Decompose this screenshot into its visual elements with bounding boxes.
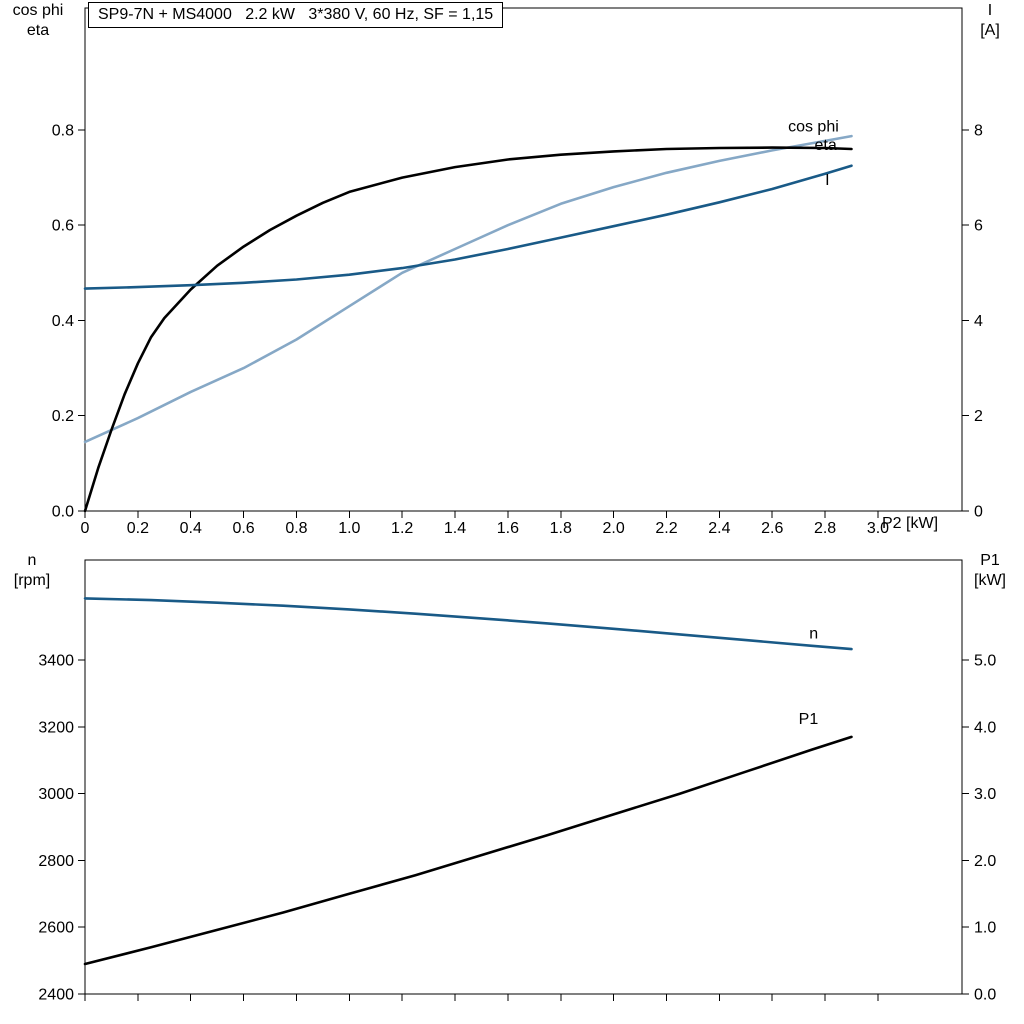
- x-tick-label: 0.4: [180, 520, 202, 537]
- right-tick-label: 0.0: [974, 987, 996, 1004]
- n-curve: [83, 597, 853, 651]
- bottom-right-axis-label-p1: P1: [980, 552, 1000, 569]
- x-tick-label: 3.0: [867, 520, 889, 537]
- right-tick-label: 1.0: [974, 920, 996, 937]
- left-tick-label: 2800: [38, 853, 74, 870]
- x-tick-label: 1.4: [444, 520, 466, 537]
- left-tick-label: 2600: [38, 920, 74, 937]
- x-tick-label: 2.0: [603, 520, 625, 537]
- x-tick-label: 0: [81, 520, 90, 537]
- right-tick-label: 4.0: [974, 719, 996, 736]
- left-tick-label: 2400: [38, 987, 74, 1004]
- right-tick-label: 0: [974, 504, 983, 521]
- top-right-axis-label-amps: [A]: [980, 22, 1000, 39]
- left-tick-label: 0.2: [52, 408, 74, 425]
- bottom-right-axis-label-kw: [kW]: [974, 572, 1006, 589]
- x-tick-label: 2.8: [814, 520, 836, 537]
- left-tick-label: 3400: [38, 653, 74, 670]
- top-left-axis-label-eta: eta: [26, 22, 50, 39]
- right-tick-label: 8: [974, 122, 983, 139]
- bottom-left-axis-label-rpm: [rpm]: [13, 572, 51, 589]
- x-tick-label: 0.6: [232, 520, 254, 537]
- bottom-left-axis-label-n: n: [27, 552, 37, 569]
- x-tick-label: 1.6: [497, 520, 519, 537]
- eta-curve-label: eta: [815, 137, 837, 154]
- left-tick-label: 0.0: [52, 504, 74, 521]
- i-curve: [83, 164, 853, 290]
- x-tick-label: 2.4: [708, 520, 730, 537]
- right-tick-label: 2: [974, 408, 983, 425]
- top-left-axis-label-cos-phi: cos phi: [12, 2, 64, 19]
- right-tick-label: 2.0: [974, 853, 996, 870]
- i-curve-label: I: [825, 172, 829, 189]
- p1-curve: [83, 735, 853, 966]
- x-axis-label-p2-kw: P2 [kW]: [882, 515, 939, 532]
- cos-phi-curve-label: cos phi: [788, 119, 839, 136]
- x-tick-label: 1.2: [391, 520, 413, 537]
- n-curve-label: n: [809, 625, 818, 642]
- title-box: SP9-7N + MS4000 2.2 kW 3*380 V, 60 Hz, S…: [88, 2, 504, 28]
- right-tick-label: 3.0: [974, 786, 996, 803]
- x-tick-label: 1.8: [550, 520, 572, 537]
- left-tick-label: 0.8: [52, 122, 74, 139]
- x-tick-label: 1.0: [338, 520, 360, 537]
- plot-border-bottom: [84, 559, 963, 995]
- x-tick-label: 0.2: [127, 520, 149, 537]
- right-tick-label: 4: [974, 313, 983, 330]
- cos-phi-curve: [83, 134, 853, 444]
- left-tick-label: 0.4: [52, 313, 74, 330]
- left-tick-label: 0.6: [52, 218, 74, 235]
- x-tick-label: 0.8: [285, 520, 307, 537]
- left-tick-label: 3000: [38, 786, 74, 803]
- eta-curve: [83, 146, 853, 513]
- plot-border-top: [84, 7, 963, 512]
- x-tick-label: 2.6: [761, 520, 783, 537]
- right-tick-label: 6: [974, 218, 983, 235]
- p1-curve-label: P1: [799, 711, 819, 728]
- right-tick-label: 5.0: [974, 653, 996, 670]
- x-tick-label: 2.2: [655, 520, 677, 537]
- top-right-axis-label-i: I: [987, 2, 993, 19]
- left-tick-label: 3200: [38, 719, 74, 736]
